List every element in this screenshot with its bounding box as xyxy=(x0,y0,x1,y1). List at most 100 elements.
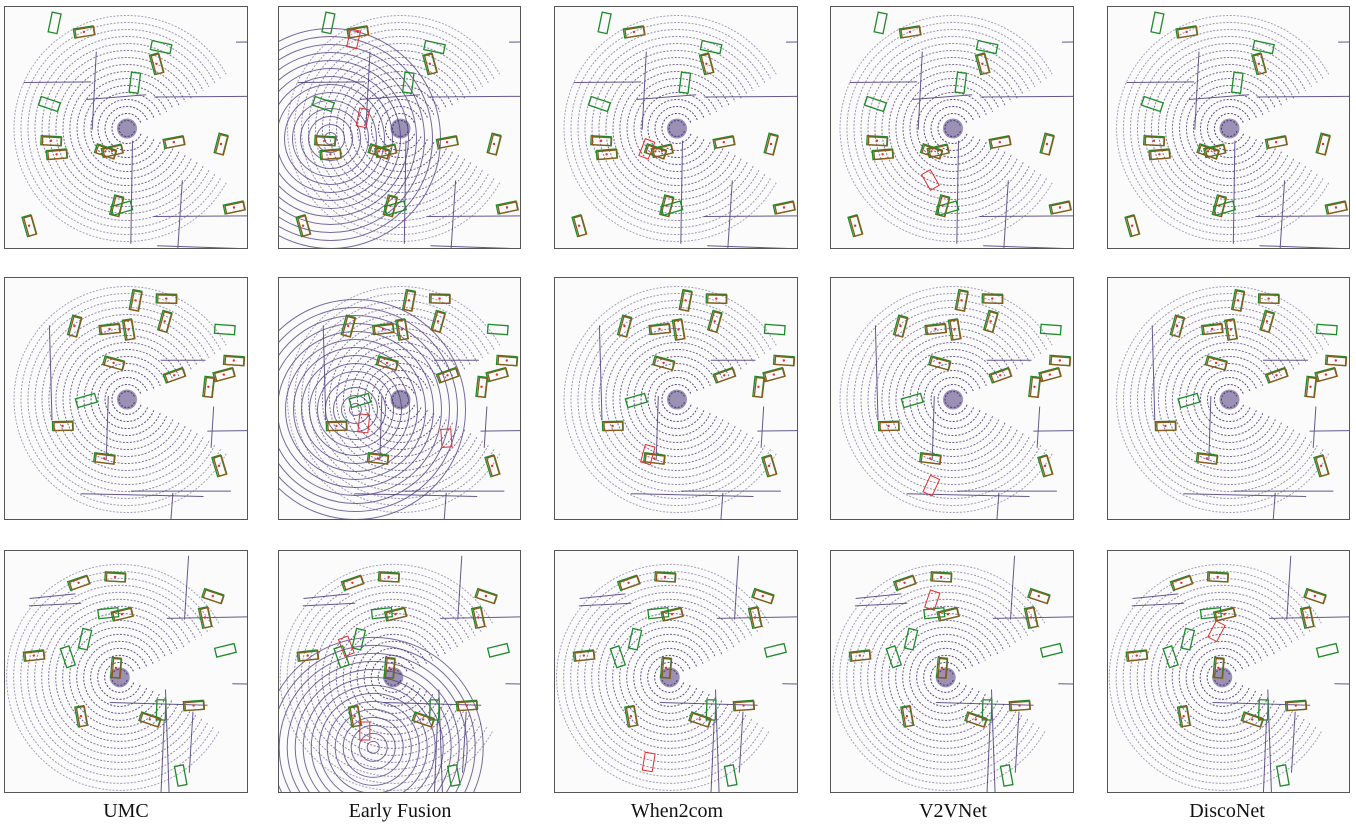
predicted-box xyxy=(224,355,246,367)
box-center xyxy=(207,385,210,388)
predicted-box xyxy=(1213,657,1225,679)
bev-panel-when2com-row2 xyxy=(554,277,798,520)
box-center xyxy=(1274,140,1278,144)
predicted-box xyxy=(928,144,951,158)
predicted-box xyxy=(368,144,391,160)
box-center xyxy=(163,320,166,323)
predicted-box xyxy=(105,572,127,583)
box-center xyxy=(930,150,933,153)
predicted-box xyxy=(931,572,953,583)
ground-truth-box xyxy=(627,627,643,651)
box-center xyxy=(899,324,902,328)
ground-truth-box xyxy=(1140,95,1165,113)
vehicle-boxes xyxy=(1124,11,1348,238)
box-center xyxy=(335,424,338,428)
box-center xyxy=(491,464,494,467)
predicted-box xyxy=(1260,311,1276,334)
bev-panel-v2vnet-row1 xyxy=(830,6,1074,249)
box-center xyxy=(1294,704,1297,707)
box-center xyxy=(999,374,1002,377)
box-center xyxy=(853,224,857,227)
lidar-scene xyxy=(839,11,1073,248)
box-center xyxy=(769,142,773,146)
box-center xyxy=(782,206,786,209)
box-center xyxy=(1058,206,1062,209)
box-center xyxy=(172,140,175,144)
scene-structure xyxy=(1151,325,1349,519)
ground-truth-box xyxy=(1150,11,1165,35)
box-center xyxy=(445,140,449,144)
predicted-box xyxy=(129,290,143,312)
predicted-box xyxy=(431,311,447,334)
predicted-box xyxy=(95,144,118,160)
predicted-box xyxy=(199,606,213,629)
box-center xyxy=(79,715,83,718)
box-center xyxy=(438,297,441,300)
ground-truth-box xyxy=(446,764,461,787)
column-label-v2vnet: V2VNet xyxy=(919,800,987,822)
predicted-box xyxy=(925,323,948,336)
predicted-box xyxy=(497,355,519,367)
box-center xyxy=(27,224,31,227)
predicted-box xyxy=(645,144,668,160)
predicted-box xyxy=(497,201,519,215)
predicted-box xyxy=(349,705,363,728)
column-label-disconet: DiscoNet xyxy=(1189,800,1265,822)
bev-panel-umc-row1 xyxy=(4,6,248,249)
predicted-box xyxy=(94,453,116,465)
ground-truth-box xyxy=(173,764,188,787)
predicted-box xyxy=(1156,421,1177,432)
box-center xyxy=(998,140,1001,144)
lidar-scene xyxy=(563,11,797,248)
predicted-box xyxy=(476,376,489,399)
predicted-box xyxy=(1038,454,1054,478)
predicted-box xyxy=(342,575,365,591)
ground-truth-box xyxy=(213,323,236,336)
vehicle-boxes xyxy=(1154,288,1348,478)
predicted-box xyxy=(938,607,960,622)
box-center xyxy=(436,320,440,323)
false-positive-box xyxy=(357,413,371,434)
box-center xyxy=(1210,327,1214,331)
predicted-box xyxy=(487,133,502,156)
box-center xyxy=(905,715,909,718)
scene-structure xyxy=(874,325,1073,519)
vehicle-boxes xyxy=(21,11,246,238)
fused-lidar-rings xyxy=(279,28,441,248)
predicted-box xyxy=(1171,575,1194,591)
box-center xyxy=(1320,464,1323,467)
predicted-box xyxy=(327,421,348,432)
box-center xyxy=(629,715,633,718)
predicted-box xyxy=(990,367,1013,384)
false-positive-box xyxy=(359,721,371,741)
bev-panel-disconet-row3 xyxy=(1107,550,1350,793)
predicted-box xyxy=(1040,133,1055,156)
lidar-scene xyxy=(13,286,247,519)
box-center xyxy=(1045,142,1049,146)
box-center xyxy=(1214,361,1218,365)
predicted-box xyxy=(1252,53,1268,76)
lidar-scene xyxy=(1108,555,1349,792)
lidar-scene xyxy=(1116,11,1349,248)
lidar-scene xyxy=(563,286,797,519)
box-center xyxy=(108,327,111,331)
predicted-box xyxy=(753,376,766,399)
predicted-box xyxy=(752,589,775,605)
predicted-box xyxy=(1225,319,1239,341)
box-center xyxy=(698,718,701,721)
ground-truth-box xyxy=(1252,39,1275,55)
ground-truth-box xyxy=(1039,642,1063,658)
box-center xyxy=(385,361,389,365)
predicted-box xyxy=(403,290,417,312)
ground-truth-box xyxy=(903,627,919,651)
ground-truth-box xyxy=(97,607,120,620)
lidar-rings xyxy=(556,563,770,791)
predicted-box xyxy=(1304,589,1327,605)
box-center xyxy=(1267,297,1270,300)
ground-truth-box xyxy=(311,95,336,113)
box-center xyxy=(1206,150,1210,153)
box-center xyxy=(632,30,636,34)
ground-truth-box xyxy=(213,642,237,658)
predicted-box xyxy=(150,53,165,76)
predicted-box xyxy=(341,315,357,338)
